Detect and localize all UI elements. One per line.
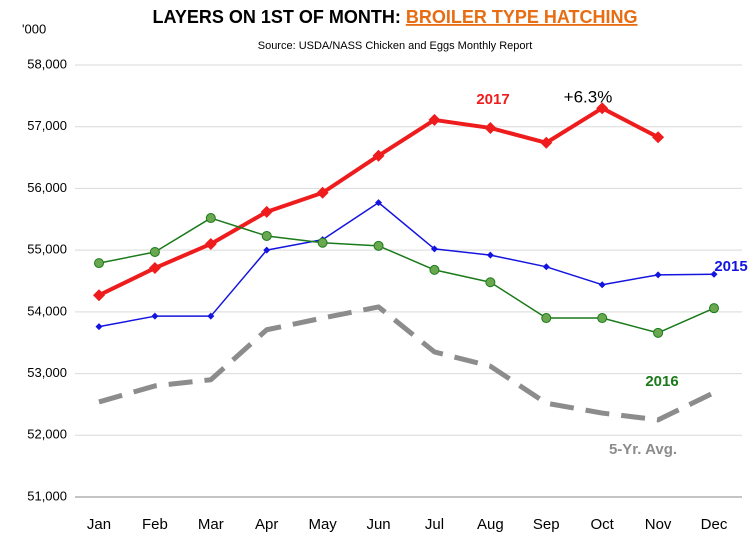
y-tick-label: 54,000 [27,303,67,318]
y-unit-label: '000 [22,21,46,36]
point [430,245,438,253]
y-tick-label: 56,000 [27,180,67,195]
point [596,102,609,115]
series-label: 2016 [645,373,678,390]
point [149,246,160,257]
point [484,121,497,134]
point [540,136,553,149]
point [151,312,159,320]
series-line [98,217,715,334]
x-tick-label: May [308,516,337,533]
x-tick-label: Nov [645,516,672,533]
point [316,186,329,199]
point [207,312,215,320]
point [654,271,662,279]
chart-subtitle: Source: USDA/NASS Chicken and Eggs Month… [258,40,533,52]
series-label: 2017 [476,91,509,108]
point [372,149,385,162]
y-tick-label: 58,000 [27,56,67,71]
point [653,327,664,338]
point [93,289,105,302]
point [373,240,384,251]
point [486,251,494,259]
chart-title: LAYERS ON 1ST OF MONTH: BROILER TYPE HAT… [152,7,637,27]
point [205,213,216,224]
x-tick-label: Jun [366,516,390,533]
series-label: 2015 [714,258,747,275]
y-tick-label: 52,000 [27,427,67,442]
point [652,131,665,144]
annotation: +6.3% [564,87,613,106]
x-tick-label: Feb [142,516,168,533]
point [148,262,161,275]
point [95,323,103,331]
x-tick-label: Aug [477,516,504,533]
x-tick-label: Jan [87,516,111,533]
y-tick-label: 51,000 [27,488,67,503]
series-line [98,304,716,423]
point [428,113,441,126]
point [710,270,718,278]
point [94,258,104,269]
series-label: 5-Yr. Avg. [609,441,677,458]
y-tick-label: 53,000 [27,365,67,380]
x-tick-label: Oct [591,516,615,533]
point [317,237,328,248]
x-tick-label: Sep [533,516,560,533]
point [597,313,608,324]
point [542,263,550,271]
point [260,205,273,218]
point [541,313,552,324]
x-tick-label: Apr [255,516,278,533]
title-highlight: BROILER TYPE HATCHING [406,7,638,27]
y-tick-label: 57,000 [27,118,67,133]
point [429,264,440,275]
point [598,281,606,289]
point [261,230,272,241]
x-tick-label: Jul [425,516,444,533]
x-tick-label: Dec [701,516,728,533]
title-main: LAYERS ON 1ST OF MONTH: [152,7,405,27]
point [709,303,719,314]
point [204,237,217,250]
series-line [98,201,715,328]
x-tick-label: Mar [198,516,224,533]
point [263,246,271,254]
y-tick-label: 55,000 [27,242,67,257]
point [485,277,496,288]
point [375,199,383,207]
